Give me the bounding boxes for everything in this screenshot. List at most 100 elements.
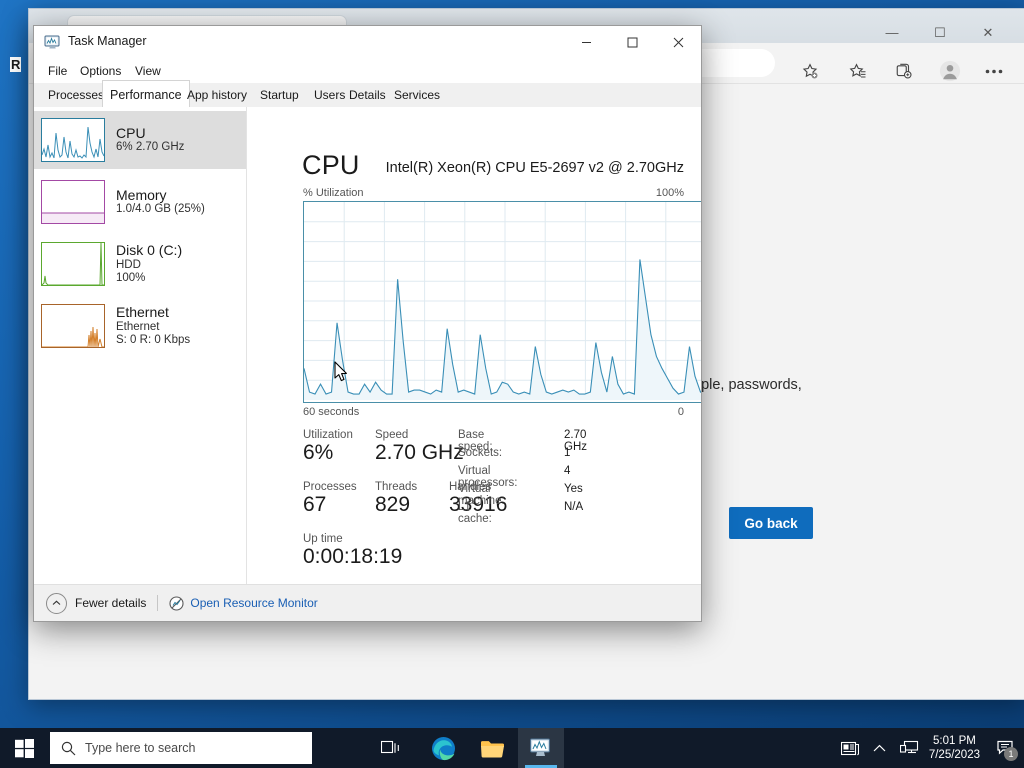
windows-logo-icon[interactable] <box>0 728 48 768</box>
edge-close-button[interactable]: ✕ <box>982 25 994 40</box>
fewer-details-button[interactable]: Fewer details <box>46 592 147 614</box>
clock-time: 5:01 PM <box>933 735 976 747</box>
tab-users[interactable]: Users <box>314 88 346 102</box>
page-body-text: mple, passwords, <box>689 377 802 393</box>
clock[interactable]: 5:01 PM 7/25/2023 <box>929 734 980 762</box>
stat-processes: Processes 67 <box>303 481 357 517</box>
tab-startup[interactable]: Startup <box>260 88 299 102</box>
stat-processes-label: Processes <box>303 481 357 493</box>
stat-utilization-value: 6% <box>303 441 334 464</box>
task-manager-menu-bar: File Options View <box>34 59 701 83</box>
stat-speed-label: Speed <box>375 429 409 441</box>
spec-virtual-processors-key: Virtual processors: <box>458 465 518 489</box>
stat-utilization: Utilization 6% <box>303 429 353 465</box>
task-manager-title-bar[interactable]: Task Manager <box>34 26 701 59</box>
cpu-detail-panel: CPU Intel(R) Xeon(R) CPU E5-2697 v2 @ 2.… <box>247 107 701 585</box>
stat-uptime: Up time 0:00:18:19 <box>303 533 402 569</box>
task-manager-minimize-button[interactable] <box>563 26 609 58</box>
ethernet-sidebar-text: Ethernet Ethernet S: 0 R: 0 Kbps <box>116 305 190 346</box>
taskbar: Type here to search <box>0 728 1024 768</box>
search-icon <box>61 741 76 756</box>
chevron-up-icon <box>46 592 67 614</box>
sidebar-item-disk-title: Disk 0 (C:) <box>116 242 183 259</box>
tab-services[interactable]: Services <box>394 88 441 102</box>
profile-icon[interactable] <box>935 57 965 85</box>
stat-processes-value: 67 <box>303 493 327 516</box>
task-manager-tab-strip: Processes Performance App history Startu… <box>34 80 701 108</box>
edge-icon[interactable] <box>420 728 466 768</box>
tab-processes[interactable]: Processes <box>48 88 105 102</box>
search-input[interactable]: Type here to search <box>50 732 312 764</box>
open-resource-monitor-link[interactable]: Open Resource Monitor <box>190 596 318 610</box>
disk-thumbnail-graph <box>41 242 105 286</box>
graph-y-min-label: 0 <box>677 406 684 418</box>
disk-sidebar-text: Disk 0 (C:) HDD 100% <box>116 243 182 284</box>
task-manager-title: Task Manager <box>68 34 147 48</box>
network-icon[interactable] <box>895 728 925 768</box>
sidebar-item-ethernet[interactable]: Ethernet Ethernet S: 0 R: 0 Kbps <box>34 297 246 355</box>
performance-sidebar: CPU 6% 2.70 GHz Memory 1.0/4.0 GB (25%) <box>34 107 247 585</box>
cpu-utilization-graph <box>303 201 701 403</box>
spec-l1-cache-value: N/A <box>564 501 584 513</box>
spec-virtual-machine-key: Virtual machine: <box>458 483 505 507</box>
sidebar-item-disk-detail: HDD <box>116 258 141 271</box>
tab-details[interactable]: Details <box>349 88 386 102</box>
footer-divider <box>157 595 159 611</box>
system-tray: 5:01 PM 7/25/2023 1 <box>835 728 1024 768</box>
sidebar-item-disk-detail2: 100% <box>116 271 146 284</box>
stat-handles: Handles 33916 <box>449 481 507 517</box>
task-manager-body: CPU 6% 2.70 GHz Memory 1.0/4.0 GB (25%) <box>34 107 701 621</box>
edge-minimize-button[interactable]: — <box>885 25 899 40</box>
sidebar-item-disk[interactable]: Disk 0 (C:) HDD 100% <box>34 235 246 293</box>
fewer-details-label: Fewer details <box>75 596 147 610</box>
sidebar-item-cpu[interactable]: CPU 6% 2.70 GHz <box>34 111 246 169</box>
stat-uptime-value: 0:00:18:19 <box>303 545 403 568</box>
sidebar-item-ethernet-title: Ethernet <box>116 304 169 321</box>
add-favorite-icon[interactable] <box>795 57 825 85</box>
settings-more-icon[interactable] <box>979 57 1009 85</box>
spec-sockets-key: Sockets: <box>458 447 503 459</box>
task-manager-close-button[interactable] <box>655 26 701 58</box>
news-weather-icon[interactable] <box>835 728 865 768</box>
cpu-sidebar-text: CPU 6% 2.70 GHz <box>116 124 185 155</box>
stat-threads: Threads 829 <box>375 481 417 517</box>
menu-view[interactable]: View <box>135 64 161 78</box>
favorites-icon[interactable] <box>843 57 873 85</box>
sidebar-item-cpu-detail: 6% 2.70 GHz <box>116 141 185 154</box>
cpu-thumbnail-graph <box>41 118 105 162</box>
task-manager-app-icon <box>44 34 61 51</box>
page-title: CPU <box>302 150 360 180</box>
spec-base-speed-key: Base speed: <box>458 429 493 453</box>
resource-monitor-icon <box>169 595 184 611</box>
tab-app-history[interactable]: App history <box>187 88 248 102</box>
task-manager-maximize-button[interactable] <box>609 26 655 58</box>
show-hidden-icons-icon[interactable] <box>865 728 895 768</box>
mouse-cursor <box>334 361 349 388</box>
menu-file[interactable]: File <box>48 64 68 78</box>
sidebar-item-memory[interactable]: Memory 1.0/4.0 GB (25%) <box>34 173 246 231</box>
notifications-button[interactable]: 1 <box>990 728 1020 768</box>
collections-icon[interactable] <box>889 57 919 85</box>
edge-maximize-button[interactable]: ☐ <box>934 25 946 40</box>
tab-performance[interactable]: Performance <box>102 80 190 108</box>
clock-date: 7/25/2023 <box>928 749 980 761</box>
cpu-graph-svg <box>304 202 701 400</box>
graph-y-max-label: 100% <box>655 187 684 199</box>
sidebar-item-memory-title: Memory <box>116 186 167 203</box>
spec-base-speed-value: 2.70 GHz <box>564 429 587 453</box>
stat-utilization-label: Utilization <box>303 429 353 441</box>
task-manager-icon[interactable] <box>518 728 564 768</box>
go-back-button[interactable]: Go back <box>729 507 813 539</box>
graph-x-axis-label: 60 seconds <box>303 406 360 418</box>
memory-sidebar-text: Memory 1.0/4.0 GB (25%) <box>116 186 205 217</box>
notification-count-badge: 1 <box>1004 747 1018 761</box>
stat-handles-label: Handles <box>449 481 492 493</box>
sidebar-item-memory-detail: 1.0/4.0 GB (25%) <box>116 203 205 216</box>
task-view-icon[interactable] <box>368 728 414 768</box>
sidebar-item-cpu-title: CPU <box>116 124 146 141</box>
file-explorer-icon[interactable] <box>469 728 515 768</box>
search-placeholder-text: Type here to search <box>85 741 196 755</box>
menu-options[interactable]: Options <box>80 64 122 78</box>
ethernet-thumbnail-graph <box>41 304 105 348</box>
